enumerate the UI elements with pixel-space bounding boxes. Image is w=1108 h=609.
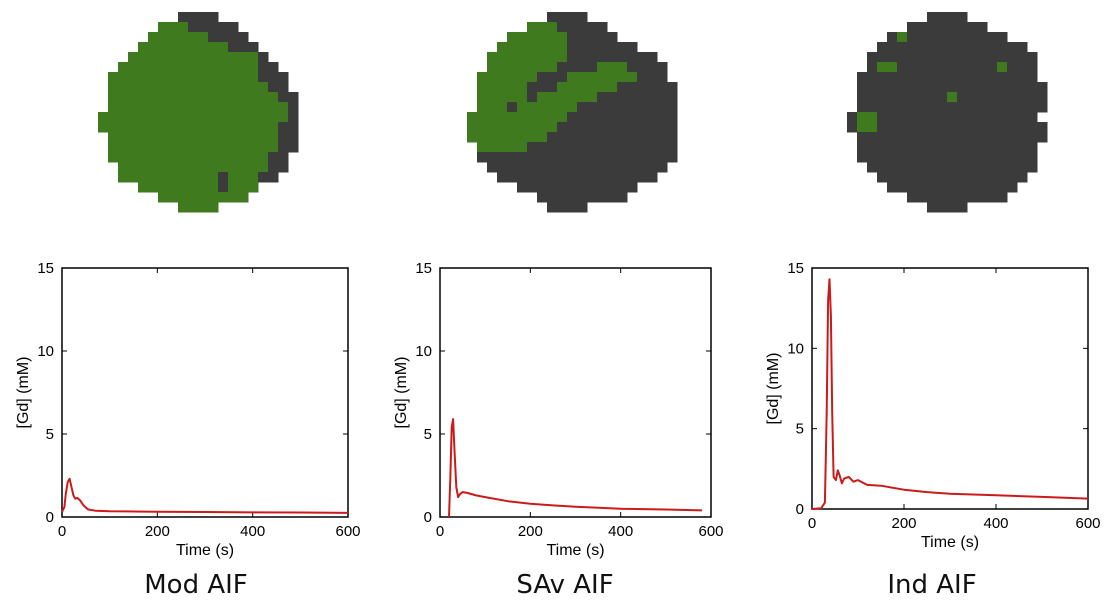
y-tick-label: 5 bbox=[424, 426, 432, 443]
y-tick-label: 10 bbox=[787, 340, 804, 357]
x-tick-label: 200 bbox=[145, 523, 170, 540]
y-tick-label: 0 bbox=[424, 509, 432, 526]
chart-0: 0 200 400 600 0 5 10 15 Time (s) [Gd] (mM) bbox=[15, 260, 361, 559]
roi-mask-ind bbox=[847, 12, 1048, 213]
series-line-0 bbox=[61, 477, 349, 514]
x-tick-label: 200 bbox=[891, 515, 916, 532]
y-tick-label: 5 bbox=[796, 421, 804, 438]
y-tick-label: 15 bbox=[415, 260, 432, 277]
x-axis-label: Time (s) bbox=[546, 542, 604, 559]
y-tick-label: 15 bbox=[37, 260, 54, 277]
x-tick-label: 600 bbox=[1075, 515, 1100, 532]
plot-frame bbox=[439, 267, 712, 518]
x-tick-label: 600 bbox=[335, 523, 360, 540]
x-tick-label: 0 bbox=[436, 523, 444, 540]
y-axis-label: [Gd] (mM) bbox=[15, 357, 32, 429]
series-line-0 bbox=[448, 418, 703, 518]
x-tick-label: 400 bbox=[983, 515, 1008, 532]
plot-frame bbox=[61, 267, 349, 518]
x-tick-label: 200 bbox=[518, 523, 543, 540]
y-tick-label: 10 bbox=[415, 343, 432, 360]
x-tick-label: 0 bbox=[808, 515, 816, 532]
x-axis-label: Time (s) bbox=[176, 542, 234, 559]
series-line-0 bbox=[811, 278, 1089, 510]
plot-frame bbox=[811, 267, 1089, 510]
y-tick-label: 10 bbox=[37, 343, 54, 360]
roi-mask-sav bbox=[467, 12, 678, 213]
panel-title-ind: Ind AIF bbox=[887, 570, 977, 600]
x-tick-label: 400 bbox=[240, 523, 265, 540]
x-axis-label: Time (s) bbox=[921, 534, 979, 551]
y-axis-label: [Gd] (mM) bbox=[393, 357, 410, 429]
y-tick-label: 15 bbox=[787, 260, 804, 277]
aif-charts: 0 200 400 600 0 5 10 15 Time (s) [Gd] (mM) 0 200 400… bbox=[15, 260, 1101, 559]
chart-1: 0 200 400 600 0 5 10 15 Time (s) [Gd] (mM) bbox=[393, 260, 724, 559]
panel-title-mod: Mod AIF bbox=[144, 570, 248, 600]
y-tick-label: 0 bbox=[796, 501, 804, 518]
x-tick-label: 0 bbox=[58, 523, 66, 540]
y-tick-label: 0 bbox=[46, 509, 54, 526]
chart-2: 0 200 400 600 0 5 10 15 Time (s) [Gd] (mM) bbox=[765, 260, 1101, 551]
y-tick-label: 5 bbox=[46, 426, 54, 443]
panel-title-sav: SAv AIF bbox=[516, 570, 614, 600]
roi-mask-mod bbox=[98, 12, 299, 213]
y-axis-label: [Gd] (mM) bbox=[765, 353, 782, 425]
x-tick-label: 400 bbox=[608, 523, 633, 540]
x-tick-label: 600 bbox=[698, 523, 723, 540]
roi-masks bbox=[98, 12, 1048, 213]
